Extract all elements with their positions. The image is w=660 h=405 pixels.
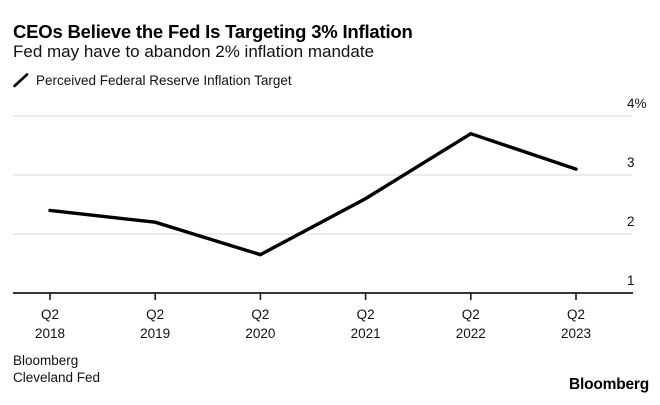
x-tick-label: Q2 2019 xyxy=(119,305,191,343)
source-line-1: Bloomberg xyxy=(13,353,79,368)
legend: Perceived Federal Reserve Inflation Targ… xyxy=(13,73,292,88)
x-tick-label: Q2 2022 xyxy=(435,305,507,343)
x-tick-quarter: Q2 xyxy=(356,307,375,322)
x-tick-label: Q2 2020 xyxy=(224,305,296,343)
chart-subtitle: Fed may have to abandon 2% inflation man… xyxy=(13,42,375,61)
y-tick-label: 2 xyxy=(627,214,635,229)
chart-title: CEOs Believe the Fed Is Targeting 3% Inf… xyxy=(13,21,413,42)
x-tick-year: 2021 xyxy=(350,326,381,341)
x-tick-quarter: Q2 xyxy=(146,307,165,322)
x-tick-quarter: Q2 xyxy=(566,307,585,322)
x-tick-quarter: Q2 xyxy=(461,307,480,322)
x-tick-year: 2022 xyxy=(455,326,486,341)
x-tick-quarter: Q2 xyxy=(251,307,270,322)
y-tick-label: 1 xyxy=(627,273,635,288)
y-tick-label: 4% xyxy=(627,96,647,111)
x-tick-quarter: Q2 xyxy=(40,307,59,322)
legend-series-label: Perceived Federal Reserve Inflation Targ… xyxy=(36,73,292,88)
y-tick-label: 3 xyxy=(627,155,635,170)
x-tick-year: 2020 xyxy=(245,326,276,341)
x-tick-label: Q2 2018 xyxy=(14,305,86,343)
x-tick-label: Q2 2021 xyxy=(330,305,402,343)
source-line-2: Cleveland Fed xyxy=(13,369,101,385)
x-tick-year: 2019 xyxy=(140,326,171,341)
series-line xyxy=(48,131,578,257)
x-tick-year: 2018 xyxy=(34,326,66,341)
x-tick-label: Q2 2023 xyxy=(540,305,612,343)
x-tick-year: 2023 xyxy=(560,326,592,341)
source-attribution: Bloomberg Cleveland Fed xyxy=(13,353,100,386)
line-slash-icon xyxy=(13,73,29,88)
bloomberg-logo: Bloomberg xyxy=(568,376,649,393)
